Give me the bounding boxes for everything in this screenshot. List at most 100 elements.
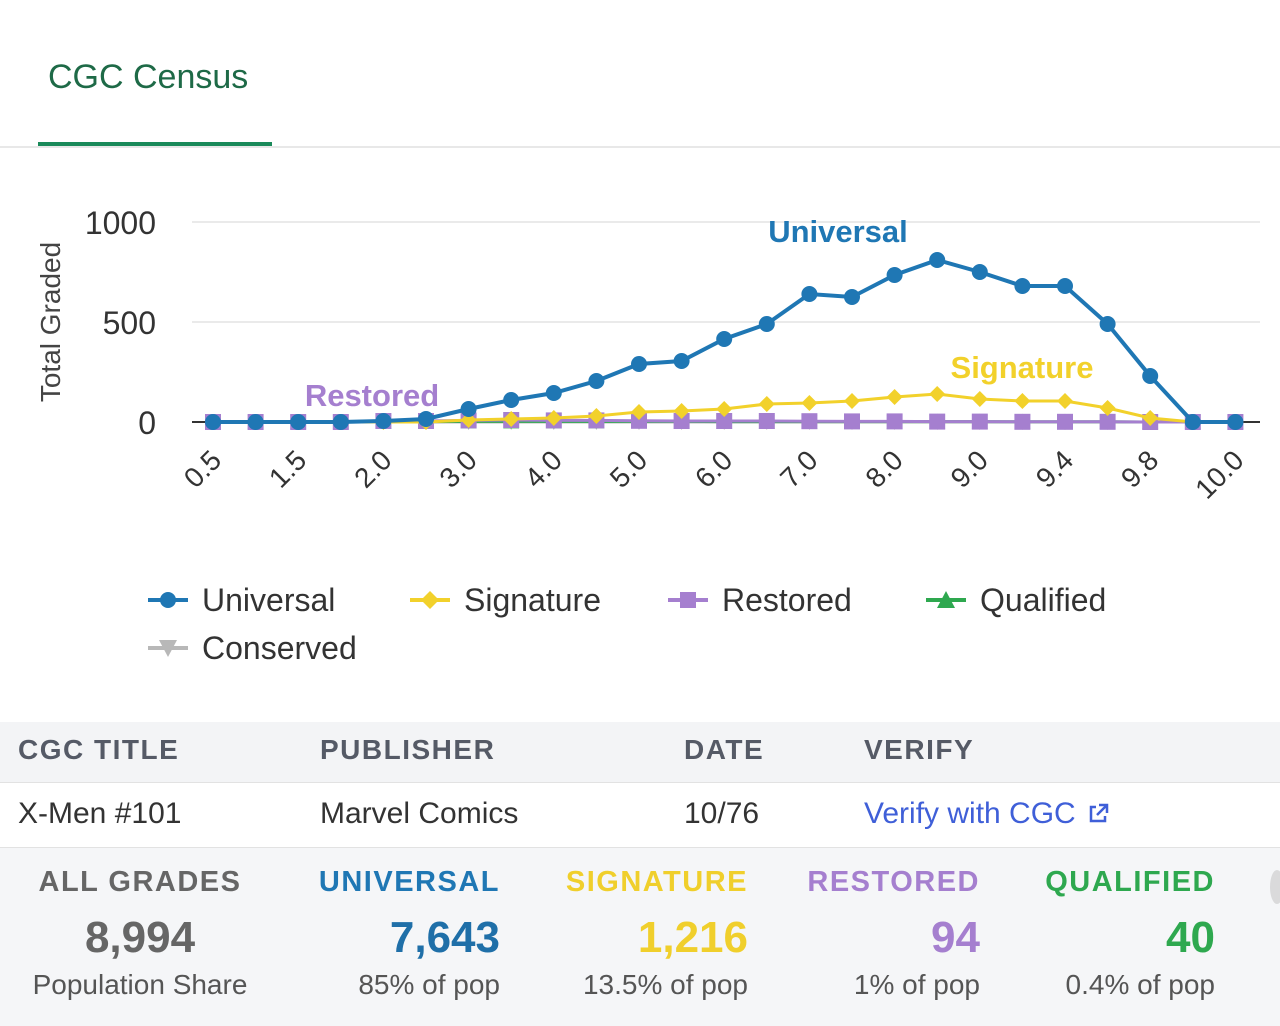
data-point-signature[interactable] [588,408,605,424]
data-point-universal[interactable] [929,252,946,268]
data-point-restored[interactable] [758,413,775,429]
y-tick-label: 500 [103,305,156,341]
stat-all-grades-value: 8,994 [84,913,196,962]
data-point-signature[interactable] [844,393,860,409]
data-point-restored[interactable] [886,413,903,430]
header-cgc-title: CGC TITLE [18,734,180,765]
data-point-restored[interactable] [1099,413,1116,430]
data-point-universal[interactable] [460,401,477,417]
data-point-universal[interactable] [1184,414,1201,430]
data-point-signature[interactable] [1014,393,1031,409]
stat-signature-value: 1,216 [637,913,748,962]
data-point-signature[interactable] [545,410,562,426]
verify-with-cgc-link[interactable]: Verify with CGC [864,797,1110,831]
x-tick-label: 0.5 [178,444,227,493]
data-point-universal[interactable] [844,289,860,305]
x-tick-label: 3.0 [433,444,482,493]
stat-universal: UNIVERSAL 7,643 85% of pop [260,866,500,1001]
legend-item-conserved[interactable]: Conserved [146,626,357,670]
data-point-signature[interactable] [971,391,988,407]
data-point-restored[interactable] [929,413,946,430]
stat-restored: RESTORED 94 1% of pop [740,866,980,1001]
data-point-restored[interactable] [1057,413,1073,430]
data-point-universal[interactable] [503,392,520,408]
data-point-universal[interactable] [1227,414,1244,430]
x-tick-label: 2.0 [348,444,397,493]
stat-all-grades: ALL GRADES 8,994 Population Share [20,866,260,1001]
stat-signature-label: SIGNATURE [565,866,748,898]
stat-all-grades-label: ALL GRADES [38,866,242,898]
data-point-signature[interactable] [673,403,690,419]
legend-item-signature[interactable]: Signature [408,578,601,622]
table-row: X-Men #101 Marvel Comics 10/76 Verify wi… [0,783,1280,848]
data-point-universal[interactable] [247,414,264,430]
stat-signature: SIGNATURE 1,216 13.5% of pop [508,866,748,1001]
data-point-universal[interactable] [631,356,647,372]
data-point-universal[interactable] [1057,278,1073,294]
data-point-signature[interactable] [801,395,818,411]
verify-link-label: Verify with CGC [864,797,1076,830]
data-point-universal[interactable] [886,267,903,283]
legend-restored-label: Restored [722,581,852,618]
annotation-universal: Universal [768,214,908,249]
data-point-universal[interactable] [375,413,392,429]
data-point-universal[interactable] [290,414,307,430]
x-tick-label: 5.0 [604,444,653,493]
data-point-restored[interactable] [716,413,733,429]
stat-restored-label: RESTORED [807,866,980,898]
data-point-restored[interactable] [631,412,647,429]
legend-qualified-marker-icon [926,591,966,608]
annotation-signature: Signature [951,350,1094,385]
data-point-signature[interactable] [503,411,520,427]
stat-universal-value: 7,643 [389,913,500,962]
row-date: 10/76 [684,797,760,830]
data-point-restored[interactable] [971,413,988,430]
legend-item-restored[interactable]: Restored [666,578,852,622]
data-point-signature[interactable] [716,401,733,417]
data-point-universal[interactable] [205,414,221,430]
data-point-universal[interactable] [758,316,775,332]
data-point-signature[interactable] [1057,393,1073,409]
x-tick-label: 9.8 [1115,444,1164,493]
tab-cgc-census[interactable]: CGC Census [38,40,272,146]
data-point-restored[interactable] [1014,413,1031,430]
x-tick-label: 1.5 [263,444,312,493]
legend-item-qualified[interactable]: Qualified [924,578,1106,622]
data-point-signature[interactable] [1099,400,1116,416]
data-point-signature[interactable] [631,404,647,420]
data-point-universal[interactable] [1099,316,1116,332]
tab-cgc-census-label: CGC Census [48,58,249,96]
data-point-universal[interactable] [418,411,434,427]
data-point-universal[interactable] [1142,368,1159,384]
row-title: X-Men #101 [18,797,182,830]
data-point-restored[interactable] [801,413,818,430]
series-universal [205,252,1244,430]
data-point-signature[interactable] [460,412,477,428]
legend-universal-label: Universal [202,581,336,618]
data-point-signature[interactable] [758,396,775,412]
x-tick-label: 6.0 [689,444,738,493]
data-point-universal[interactable] [332,414,349,430]
data-point-signature[interactable] [886,389,903,405]
stat-all-grades-sub: Population Share [32,969,248,1000]
x-tick-label: 8.0 [859,444,908,493]
data-point-universal[interactable] [1014,278,1031,294]
data-point-universal[interactable] [801,286,818,302]
legend-signature-label: Signature [464,581,601,618]
data-point-universal[interactable] [545,385,562,401]
data-point-signature[interactable] [1142,410,1159,426]
data-point-signature[interactable] [929,386,946,402]
data-point-universal[interactable] [673,353,690,369]
legend-item-universal[interactable]: Universal [146,578,335,622]
data-point-universal[interactable] [971,264,988,280]
data-point-restored[interactable] [673,413,690,429]
x-tick-label: 9.4 [1030,444,1079,493]
stat-signature-sub: 13.5% of pop [582,969,748,1000]
annotation-restored: Restored [305,378,439,413]
data-point-universal[interactable] [716,331,733,347]
legend-restored-marker-icon [668,592,708,608]
legend-signature-marker-icon [410,591,450,609]
data-point-restored[interactable] [844,413,860,430]
data-point-universal[interactable] [588,373,605,389]
x-tick-label: 4.0 [519,444,568,493]
